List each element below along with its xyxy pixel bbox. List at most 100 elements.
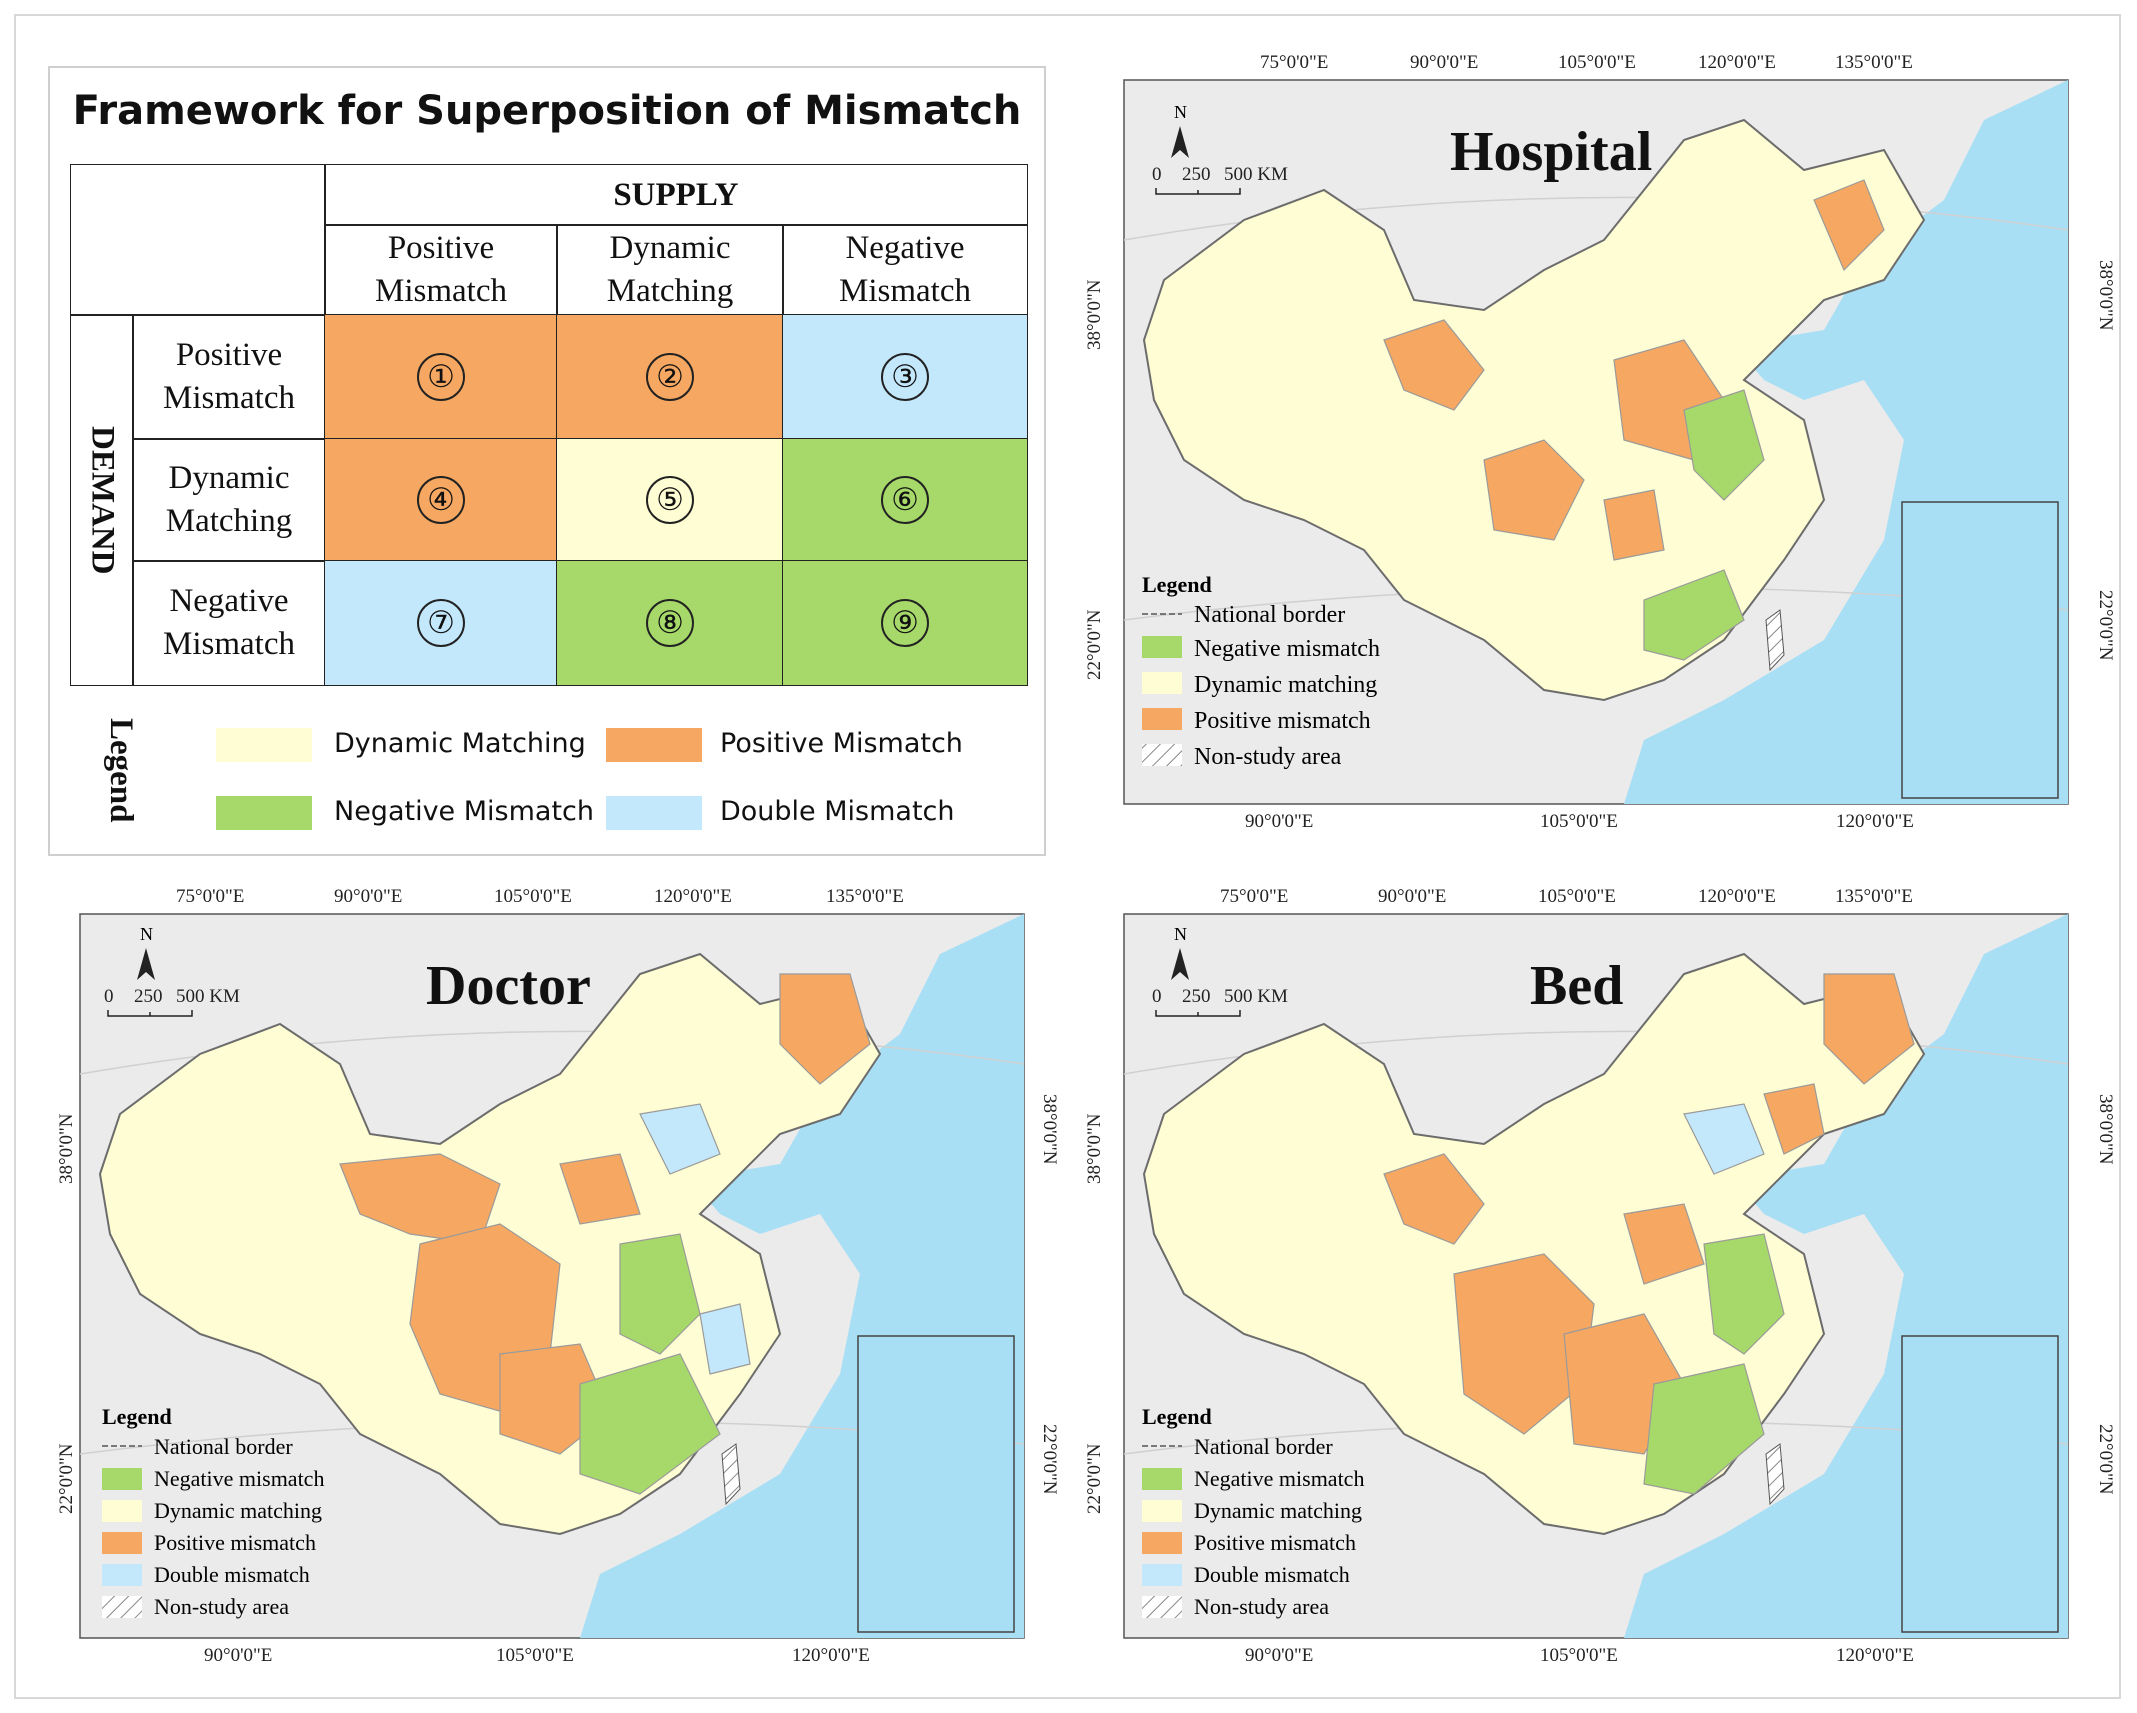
legend-swatch-double: [606, 796, 702, 830]
province-positive: [779, 973, 871, 1085]
lon-tick-bottom: 90°0'0"E: [1245, 811, 1313, 832]
svg-text:Negative mismatch: Negative mismatch: [1194, 636, 1380, 662]
svg-text:250: 250: [134, 986, 163, 1007]
matrix-cell-6: ⑥: [782, 438, 1028, 562]
province-positive: [1623, 1203, 1705, 1285]
lon-tick-top: 90°0'0"E: [1378, 886, 1446, 907]
lat-tick-right: 22°0'0"N: [2095, 1424, 2116, 1495]
legend-text-positive: Positive Mismatch: [720, 728, 963, 759]
scale-bar: 0 250 500 KM: [1152, 986, 1288, 1017]
lon-tick-top: 90°0'0"E: [1410, 52, 1478, 73]
matrix-cell-2: ②: [556, 314, 784, 440]
lon-tick-bottom: 105°0'0"E: [1540, 811, 1618, 832]
south-sea-inset: [1901, 501, 2059, 799]
legend-text-double: Double Mismatch: [720, 796, 955, 827]
bed-map-panel: 75°0'0"E 90°0'0"E 105°0'0"E 120°0'0"E 13…: [1084, 886, 2116, 1666]
lat-tick-right: 38°0'0"N: [1039, 1094, 1060, 1165]
svg-text:Non-study area: Non-study area: [1194, 1594, 1329, 1619]
province-negative: [579, 1353, 721, 1495]
svg-text:500 KM: 500 KM: [176, 986, 240, 1007]
svg-text:Negative mismatch: Negative mismatch: [154, 1466, 324, 1491]
svg-text:N: N: [140, 924, 153, 944]
scale-bar: 0 250 500 KM: [1152, 164, 1288, 195]
province-positive: [1823, 973, 1915, 1085]
row-header-negative: Negative Mismatch: [132, 560, 326, 686]
province-double: [699, 1303, 751, 1375]
hospital-map-panel: 75°0'0"E 90°0'0"E 105°0'0"E 120°0'0"E 13…: [1084, 52, 2116, 832]
demand-label-cell: DEMAND: [70, 314, 134, 686]
svg-text:Double mismatch: Double mismatch: [154, 1562, 310, 1587]
non-study-taiwan: [721, 1443, 741, 1506]
lat-tick-left: 22°0'0"N: [1084, 609, 1105, 680]
doctor-map-panel: 75°0'0"E 90°0'0"E 105°0'0"E 120°0'0"E 13…: [56, 886, 1060, 1666]
lat-tick-left: 22°0'0"N: [1084, 1443, 1105, 1514]
svg-text:National border: National border: [1194, 602, 1345, 628]
lat-tick-right: 38°0'0"N: [2095, 260, 2116, 331]
lon-tick-bottom: 105°0'0"E: [1540, 1645, 1618, 1666]
north-arrow: N: [1171, 102, 1189, 158]
matrix-cell-7: ⑦: [324, 560, 558, 686]
map-legend: Legend National border Negative mismatch…: [1142, 572, 1380, 770]
lat-tick-right: 22°0'0"N: [2095, 590, 2116, 661]
map-legend: Legend National border Negative mismatch…: [102, 1404, 324, 1619]
svg-text:Negative mismatch: Negative mismatch: [1194, 1466, 1364, 1491]
svg-text:N: N: [1174, 102, 1187, 122]
legend-text-dynamic: Dynamic Matching: [334, 728, 586, 759]
province-negative: [619, 1233, 701, 1355]
legend-swatch-dynamic: [216, 728, 312, 762]
lon-tick-top: 135°0'0"E: [1835, 886, 1913, 907]
lon-tick-top: 75°0'0"E: [1260, 52, 1328, 73]
svg-text:Double mismatch: Double mismatch: [1194, 1562, 1350, 1587]
framework-title: Framework for Superposition of Mismatch: [72, 88, 1022, 134]
matrix-cell-4: ④: [324, 438, 558, 562]
province-positive: [1813, 179, 1885, 272]
lon-tick-top: 120°0'0"E: [1698, 52, 1776, 73]
province-positive: [559, 1153, 641, 1225]
map-legend: Legend National border Negative mismatch…: [1142, 1404, 1364, 1619]
lon-tick-top: 120°0'0"E: [654, 886, 732, 907]
svg-text:250: 250: [1182, 986, 1211, 1007]
cell-symbol: ⑧: [646, 599, 694, 647]
cell-symbol: ⑤: [646, 476, 694, 524]
legend-swatch-negative: [216, 796, 312, 830]
framework-legend-label: Legend: [103, 718, 139, 823]
svg-text:Non-study area: Non-study area: [1194, 744, 1342, 770]
lon-tick-top: 105°0'0"E: [1558, 52, 1636, 73]
lon-tick-top: 90°0'0"E: [334, 886, 402, 907]
svg-text:Legend: Legend: [102, 1404, 172, 1429]
non-study-taiwan: [1765, 1443, 1785, 1506]
svg-text:National border: National border: [1194, 1434, 1333, 1459]
cell-symbol: ①: [417, 353, 465, 401]
svg-text:Positive mismatch: Positive mismatch: [1194, 708, 1371, 734]
non-study-taiwan: [1765, 609, 1785, 672]
legend-swatch-positive: [606, 728, 702, 762]
lon-tick-bottom: 120°0'0"E: [1836, 1645, 1914, 1666]
lon-tick-bottom: 90°0'0"E: [204, 1645, 272, 1666]
row-header-positive: Positive Mismatch: [132, 314, 326, 440]
lon-tick-top: 75°0'0"E: [176, 886, 244, 907]
svg-text:N: N: [1174, 924, 1187, 944]
province-positive: [1763, 1083, 1825, 1155]
province-positive: [1383, 319, 1485, 411]
framework-panel: Framework for Superposition of Mismatch …: [48, 66, 1046, 856]
province-double: [1683, 1103, 1765, 1175]
matrix-cell-3: ③: [782, 314, 1028, 440]
cell-symbol: ③: [881, 353, 929, 401]
province-positive: [1383, 1153, 1485, 1245]
north-arrow: N: [1171, 924, 1189, 980]
lon-tick-bottom: 105°0'0"E: [496, 1645, 574, 1666]
province-positive: [1483, 439, 1585, 541]
province-negative: [1683, 389, 1765, 501]
svg-text:Positive mismatch: Positive mismatch: [154, 1530, 316, 1555]
cell-symbol: ②: [646, 353, 694, 401]
svg-text:National border: National border: [154, 1434, 293, 1459]
lat-tick-right: 22°0'0"N: [1039, 1424, 1060, 1495]
cell-symbol: ⑥: [881, 476, 929, 524]
svg-text:Legend: Legend: [1142, 1404, 1212, 1429]
figure-frame: [14, 14, 2121, 1699]
lon-tick-top: 135°0'0"E: [1835, 52, 1913, 73]
lat-tick-left: 38°0'0"N: [56, 1113, 77, 1184]
svg-text:Positive mismatch: Positive mismatch: [1194, 1530, 1356, 1555]
south-sea-inset: [857, 1335, 1015, 1633]
lat-tick-left: 38°0'0"N: [1084, 279, 1105, 350]
